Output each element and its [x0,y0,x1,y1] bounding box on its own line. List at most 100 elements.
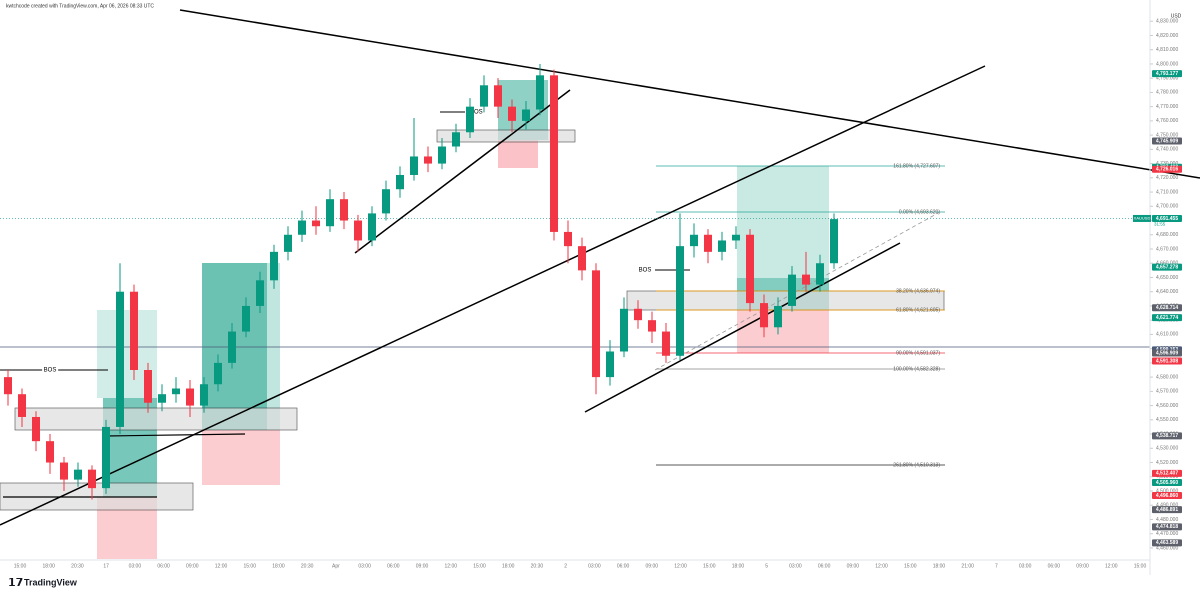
candle-body [746,234,754,304]
candle-body [438,146,446,164]
candle-body [326,199,334,227]
y-tick-label: 4,530.000 [1156,446,1178,452]
candle-body [382,189,390,214]
candle-body [802,274,810,285]
trendline [584,242,901,413]
target-zone [267,263,280,430]
trendline [354,89,571,254]
y-tick-label: 4,670.000 [1156,246,1178,252]
horizontal-line [104,433,246,437]
x-tick-label: 12:00 [875,563,888,569]
y-tick-label: 4,740.000 [1156,147,1178,153]
candle-body [466,106,474,133]
x-tick-label: 06:00 [818,563,831,569]
x-tick-label: 06:00 [387,563,400,569]
candle-body [648,320,656,332]
candle-body [718,240,726,252]
x-tick-label: 09:00 [1076,563,1089,569]
bos-label: BOS [44,368,57,374]
candle-body [480,85,488,107]
x-tick-label: 09:00 [416,563,429,569]
price-badge-label: 4,596.909 [1156,350,1178,356]
candle-body [690,234,698,247]
y-tick-label: 4,750.000 [1156,132,1178,138]
candle-body [32,416,40,442]
candle-body [46,441,54,463]
y-tick-label: 4,520.000 [1156,460,1178,466]
candle-body [200,384,208,406]
y-tick-label: 4,490.000 [1156,503,1178,509]
price-axis: 4,460.000 4,470.000 4,480.000 4,490.000 4,50… [1133,19,1182,551]
price-badge [1152,479,1182,487]
x-tick-label: 12:00 [445,563,458,569]
x-tick-label: 09:00 [646,563,659,569]
x-tick-label: 18:00 [933,563,946,569]
y-tick-label: 4,570.000 [1156,389,1178,395]
x-tick-label: 15:00 [703,563,716,569]
x-tick-label: 18:00 [272,563,285,569]
candle-body [606,351,614,378]
price-badge-label: 4,538.717 [1156,433,1178,439]
candle-body [452,132,460,147]
price-badge-label: 4,512.407 [1156,471,1178,477]
candle-body [284,234,292,252]
x-tick-label: 15:00 [243,563,256,569]
stop-zone [498,140,538,168]
zone-box [436,129,576,143]
x-tick-label: 7 [995,563,998,569]
stop-zone [737,310,829,353]
candle-body [18,394,26,417]
x-tick-label: 12:00 [674,563,687,569]
fib-label: 0.00% (4,693.620) [899,209,940,215]
price-badge-label: 4,474.818 [1156,524,1178,530]
candle-body [396,174,404,190]
y-tick-label: 4,650.000 [1156,275,1178,281]
x-tick-label: 18:00 [502,563,515,569]
y-tick-label: 4,550.000 [1156,417,1178,423]
x-tick-label: 12:00 [1105,563,1118,569]
candle-body [424,156,432,164]
x-tick-label: 06:00 [157,563,170,569]
y-tick-label: 4,790.000 [1156,76,1178,82]
price-badge-label: 4,745.909 [1156,138,1178,144]
candle-body [522,109,530,121]
candle-body [410,156,418,175]
x-tick-label: 12:00 [215,563,228,569]
x-tick-label: 20:30 [531,563,544,569]
x-tick-label: 09:00 [847,563,860,569]
x-tick-label: 15:00 [473,563,486,569]
price-badge [1152,304,1182,312]
y-tick-label: 4,700.000 [1156,204,1178,210]
candle-body [214,362,222,385]
price-badge [1152,263,1182,271]
time-axis: 15:00 18:00 20:30 17 03:00 06:00 09:00 12:00 15:… [14,563,1147,569]
x-tick-label: 18:00 [732,563,745,569]
y-tick-label: 4,770.000 [1156,104,1178,110]
y-tick-label: 4,610.000 [1156,332,1178,338]
countdown: 31:55 [1154,222,1166,227]
price-badge [1152,506,1182,514]
candle-body [116,291,124,427]
x-tick-label: 03:00 [129,563,142,569]
y-tick-label: 4,830.000 [1156,19,1178,25]
x-tick-label: 2 [564,563,567,569]
candle-body [88,469,96,489]
price-badge-label: 4,793.177 [1156,71,1178,77]
fib-label: 90.00% (4,591.037) [896,350,940,356]
y-tick-label: 4,560.000 [1156,403,1178,409]
logo-mark: 𝟭𝟳 [8,577,23,589]
candle-body [494,85,502,107]
fib-label: 161.80% (4,727.607) [893,163,940,169]
header-title: kwtchcode created with TradingView.com, … [6,3,154,9]
y-tick-label: 4,760.000 [1156,118,1178,124]
fib-label: 38.20% (4,636.974) [896,288,940,294]
x-tick-label: 03:00 [1019,563,1032,569]
candle-body [270,251,278,281]
price-badge-label: 4,621.774 [1156,315,1178,321]
price-badge [1152,165,1182,173]
x-tick-label: 06:00 [617,563,630,569]
candle-body [732,234,740,241]
stop-zone [202,430,280,485]
price-badge-label: 4,486.891 [1156,507,1178,513]
